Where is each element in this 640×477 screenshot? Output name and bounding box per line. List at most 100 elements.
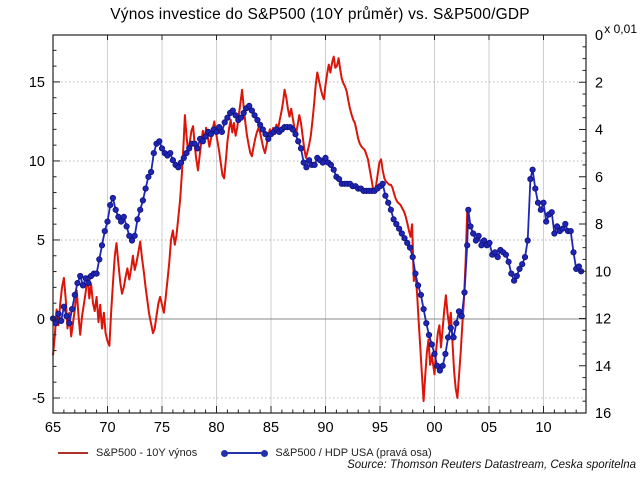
series-marker-dot [455,308,463,315]
series-marker-dot [508,270,515,277]
series-marker-dot [311,161,318,168]
series-marker-dot [169,157,176,164]
series-marker-dot [128,237,136,244]
x-axis-tick-label: 00 [426,420,442,436]
series-marker-dot [510,277,518,284]
series-marker-dot [292,131,299,138]
left-axis-tick-label: 0 [37,312,45,328]
plot-frame [52,34,587,414]
right-axis-tick-label: 16 [595,406,611,422]
series-marker-dot [104,218,111,225]
legend: S&P500 - 10Y výnos S&P500 / HDP USA (pra… [58,445,454,459]
right-axis-scale-note: x 0,01 [604,22,637,36]
source-credit: Source: Thomson Reuters Datastream, Cesk… [347,459,636,471]
series-marker-dot [414,282,422,289]
series-marker-dot [148,168,155,176]
series-marker-dot [55,310,62,317]
series-marker-dot [385,199,392,206]
series-marker-dot [486,239,493,246]
x-axis-tick-label: 70 [99,420,115,436]
series-marker-dot [251,112,258,119]
x-axis-tick-label: 65 [45,420,61,436]
series-marker-dot [398,230,405,237]
right-axis-tick-label: 12 [595,312,611,328]
series-marker-dot [52,320,59,327]
series-marker-dot [199,138,206,145]
series-marker-dot [453,320,460,327]
series-marker-dot [475,232,482,239]
series-marker-dot [553,223,561,230]
series-marker-dot [107,202,114,209]
series-marker-dot [521,254,529,261]
series-marker-dot [60,303,68,310]
series-marker-dot [120,213,127,220]
x-axis-tick-label: 80 [208,420,224,436]
series-marker-dot [137,206,144,213]
series-marker-dot [379,180,386,187]
series-marker-dot [420,305,427,313]
series-marker-dot [289,126,296,133]
right-axis-tick-label: 0 [595,28,603,44]
series-marker-dot [570,249,577,256]
left-axis-tick-label: 10 [29,154,45,170]
x-axis-tick-label: 90 [317,420,333,436]
series-marker-dot [123,223,130,230]
series-marker-dot [186,145,193,152]
series-marker-dot [505,258,512,265]
series-marker-dot [118,218,125,225]
series-marker-dot [221,119,228,126]
series-marker-dot [69,305,76,313]
series-marker-dot [472,237,479,244]
series-marker-dot [335,176,343,183]
series-marker-dot [404,239,411,246]
legend-label-blue: S&P500 / HDP USA (pravá osa) [275,447,432,459]
series-marker-dot [139,197,146,204]
series-marker-dot [559,225,566,232]
series-marker-dot [447,324,454,331]
series-marker-dot [183,150,190,157]
series-marker-dot [256,121,264,128]
series-marker-dot [412,270,419,277]
series-marker-dot [202,133,209,140]
series-marker-dot [58,317,65,324]
series-marker-dot [175,164,182,171]
series-marker-dot [134,216,141,223]
x-axis-tick-label: 95 [372,420,388,436]
series-marker-dot [240,109,247,117]
legend-item-sp500-10y: S&P500 - 10Y výnos [58,447,197,459]
series-marker-dot [327,161,334,168]
series-marker-dot [297,145,305,152]
series-marker-dot [71,291,78,298]
series-marker-dot [248,107,255,114]
right-axis-tick-label: 14 [595,359,611,375]
series-marker-dot [401,235,408,242]
series-marker-dot [417,291,424,298]
series-marker-dot [98,242,106,249]
series-marker-dot [96,256,103,263]
series-marker-dot [534,199,542,206]
series-marker-dot [66,320,73,327]
series-marker-dot [387,206,394,213]
series-marker-dot [390,216,397,223]
series-marker-dot [229,107,236,114]
series-marker-dot [295,138,302,145]
series-marker-dot [303,164,310,171]
series-marker-dot [330,166,337,173]
series-marker-dot [109,194,117,202]
series-marker-dot [232,112,239,119]
series-marker-dot [529,166,536,173]
series-marker-dot [562,220,569,228]
series-marker-dot [77,272,84,280]
series-marker-dot [322,154,329,161]
series-marker-dot [207,131,215,138]
series-marker-dot [112,206,119,213]
series-marker-dot [393,220,400,228]
series-marker-dot [516,265,523,272]
series-marker-dot [150,150,157,157]
right-axis-tick-label: 8 [595,217,603,233]
series-marker-dot [551,230,558,237]
series-marker-dot [180,154,187,161]
series-marker-dot [513,272,520,280]
